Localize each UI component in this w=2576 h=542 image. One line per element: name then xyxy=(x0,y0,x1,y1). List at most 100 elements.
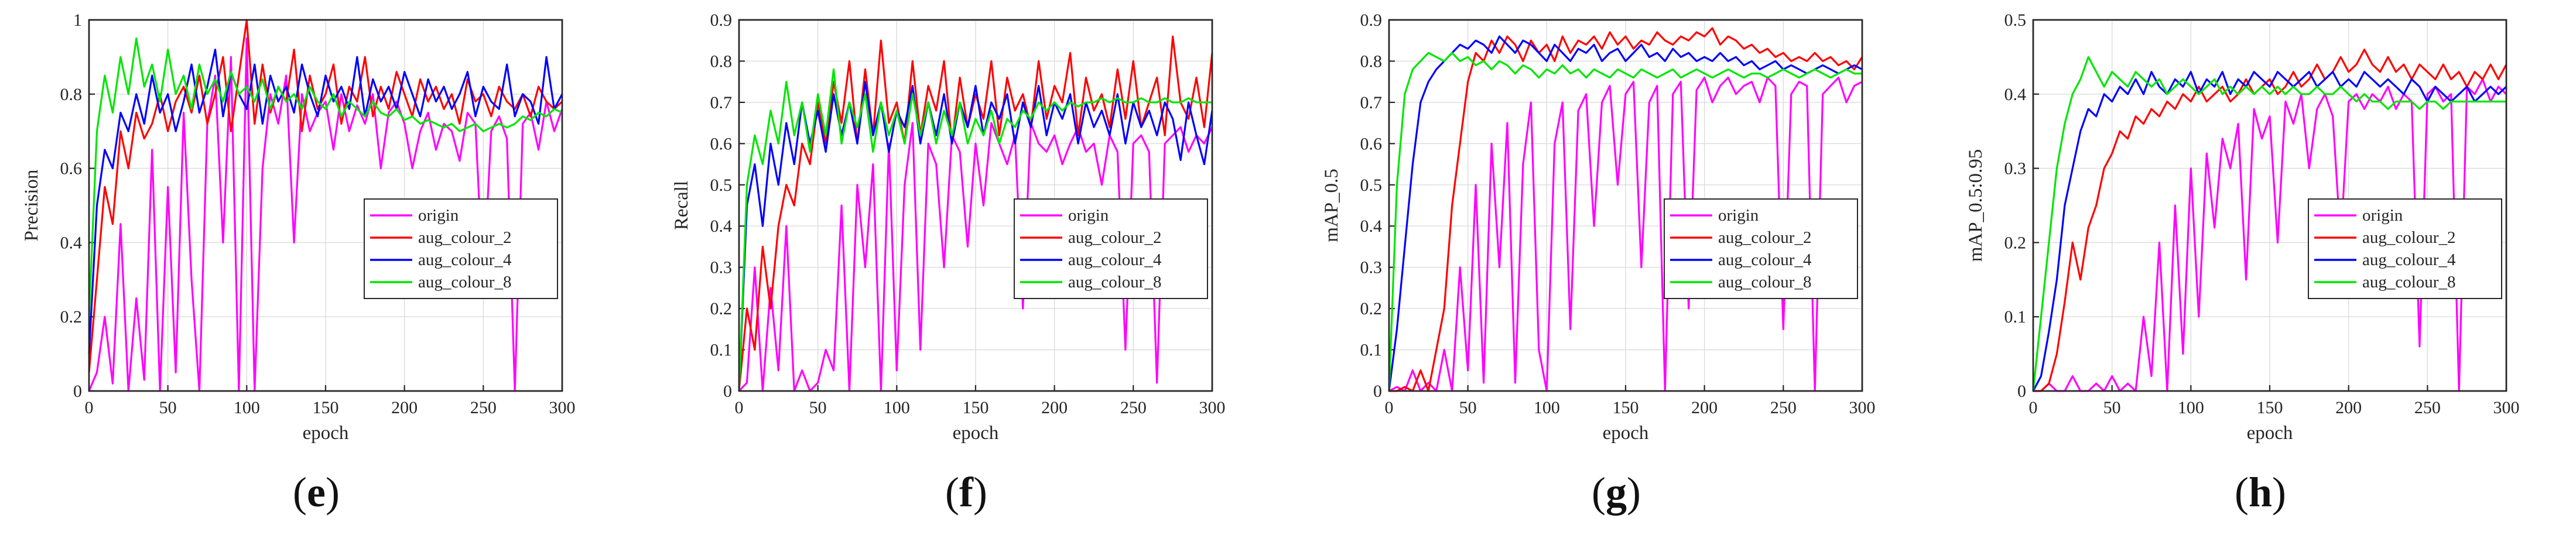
x-tick-label: 250 xyxy=(470,398,497,417)
panel-caption: (h) xyxy=(1944,468,2576,517)
legend-label-origin: origin xyxy=(1718,206,1759,225)
chart-svg-f: 0 50 100 150 200 250 300 0 0.1 0.2 0.3 0.4 0.5 0.6 0.7… xyxy=(671,11,1226,444)
y-axis-label: Recall xyxy=(671,181,692,230)
x-tick-label: 100 xyxy=(884,398,910,417)
y-axis-label: mAP_0.5:0.95 xyxy=(1965,149,1986,262)
x-tick-label: 0 xyxy=(85,398,94,417)
y-tick-label: 0.5 xyxy=(2004,11,2027,30)
x-tick-label: 250 xyxy=(1120,398,1147,417)
legend-label-aug_colour_8: aug_colour_8 xyxy=(2362,273,2455,291)
series-line-origin xyxy=(2033,78,2507,392)
chart-svg-e: 0 50 100 150 200 250 300 0 0.2 0.4 0.6 0.8 1 epoch Pre… xyxy=(21,11,576,444)
caption-letter: e xyxy=(307,469,326,516)
x-tick-label: 200 xyxy=(2335,398,2362,417)
y-tick-label: 0.1 xyxy=(2004,307,2027,327)
x-tick-label: 250 xyxy=(1770,398,1797,417)
chart-panel-f: 0 50 100 150 200 250 300 0 0.1 0.2 0.3 0.4 0.5 0.6 0.7… xyxy=(650,0,1282,542)
series-line-aug_colour_8 xyxy=(1388,52,1862,392)
caption-close-paren: ) xyxy=(325,469,340,516)
y-tick-label: 0 xyxy=(73,382,82,401)
x-tick-label: 0 xyxy=(2029,398,2038,417)
y-tick-label: 0.4 xyxy=(710,217,733,236)
caption-open-paren: ( xyxy=(2234,469,2249,516)
x-tick-label: 50 xyxy=(809,398,827,417)
y-tick-label: 0.1 xyxy=(1360,341,1383,360)
legend: origin aug_colour_2 aug_colour_4 aug_colour… xyxy=(364,198,558,299)
y-tick-label: 0.2 xyxy=(710,299,733,318)
legend-label-aug_colour_8: aug_colour_8 xyxy=(1718,273,1811,291)
y-tick-label: 0.5 xyxy=(1360,176,1383,195)
legend-label-aug_colour_4: aug_colour_4 xyxy=(1068,251,1162,269)
caption-letter: h xyxy=(2248,469,2273,516)
caption-open-paren: ( xyxy=(945,469,959,516)
y-tick-label: 0.7 xyxy=(710,93,733,112)
chart-panel-h: 0 50 100 150 200 250 300 0 0.1 0.2 0.3 0.4 0.5 epoch m… xyxy=(1944,0,2576,542)
series-line-origin xyxy=(1388,77,1863,392)
y-tick-label: 0.8 xyxy=(60,85,83,104)
legend: origin aug_colour_2 aug_colour_4 aug_colour… xyxy=(1014,198,1208,299)
series-line-aug_colour_8 xyxy=(738,68,1212,392)
plot-frame xyxy=(1388,19,1863,392)
legend: origin aug_colour_2 aug_colour_4 aug_colour… xyxy=(1664,198,1858,299)
x-tick-label: 150 xyxy=(2257,398,2283,417)
y-tick-label: 0.6 xyxy=(60,159,83,179)
chart-svg-h: 0 50 100 150 200 250 300 0 0.1 0.2 0.3 0.4 0.5 epoch m… xyxy=(1965,11,2520,444)
series-line-aug_colour_2 xyxy=(1389,27,1863,392)
caption-letter: f xyxy=(959,469,973,516)
x-tick-label: 100 xyxy=(1534,398,1560,417)
series-line-aug_colour_2 xyxy=(738,35,1213,392)
y-axis-label: mAP_0.5 xyxy=(1321,169,1342,242)
x-tick-label: 100 xyxy=(234,398,260,417)
y-tick-label: 0.4 xyxy=(2004,85,2027,104)
y-tick-label: 0.2 xyxy=(2004,233,2027,252)
series-line-aug_colour_2 xyxy=(88,19,563,373)
x-tick-label: 50 xyxy=(2103,398,2121,417)
y-tick-label: 0.9 xyxy=(710,11,733,30)
plot-frame xyxy=(738,19,1213,392)
series-line-aug_colour_8 xyxy=(2032,56,2506,392)
x-tick-label: 200 xyxy=(391,398,418,417)
series-line-aug_colour_8 xyxy=(88,37,563,317)
panel-caption: (f) xyxy=(650,468,1282,517)
legend-label-origin: origin xyxy=(1068,206,1109,225)
legend-label-origin: origin xyxy=(2362,206,2403,225)
x-tick-label: 100 xyxy=(2178,398,2204,417)
plot-frame xyxy=(2032,19,2507,392)
legend-label-aug_colour_2: aug_colour_2 xyxy=(1068,228,1161,247)
legend-label-aug_colour_4: aug_colour_4 xyxy=(2362,251,2456,269)
caption-close-paren: ) xyxy=(973,469,987,516)
legend-label-aug_colour_8: aug_colour_8 xyxy=(1068,273,1161,291)
x-tick-label: 50 xyxy=(1459,398,1477,417)
chart-panel-g: 0 50 100 150 200 250 300 0 0.1 0.2 0.3 0.4 0.5 0.6 0.7… xyxy=(1300,0,1932,542)
x-axis-label: epoch xyxy=(1603,423,1649,444)
chart-svg-g: 0 50 100 150 200 250 300 0 0.1 0.2 0.3 0.4 0.5 0.6 0.7… xyxy=(1321,11,1876,444)
x-axis-label: epoch xyxy=(953,423,999,444)
y-tick-label: 0.9 xyxy=(1360,11,1383,30)
y-tick-label: 0.3 xyxy=(2004,159,2027,179)
y-tick-label: 0.6 xyxy=(710,134,733,153)
plot-frame xyxy=(88,19,563,392)
x-tick-label: 300 xyxy=(549,398,576,417)
legend-label-aug_colour_2: aug_colour_2 xyxy=(418,228,511,247)
chart-panel-e: 0 50 100 150 200 250 300 0 0.2 0.4 0.6 0.8 1 epoch Pre… xyxy=(0,0,632,542)
caption-open-paren: ( xyxy=(1592,469,1606,516)
x-tick-label: 150 xyxy=(313,398,339,417)
x-tick-label: 300 xyxy=(2493,398,2520,417)
x-tick-label: 250 xyxy=(2414,398,2441,417)
y-tick-label: 1 xyxy=(73,11,82,30)
legend-label-aug_colour_4: aug_colour_4 xyxy=(418,251,512,269)
x-axis-label: epoch xyxy=(303,423,349,444)
legend-label-origin: origin xyxy=(418,206,459,225)
y-tick-label: 0.7 xyxy=(1360,93,1383,112)
legend: origin aug_colour_2 aug_colour_4 aug_colour… xyxy=(2308,198,2502,299)
x-tick-label: 150 xyxy=(1613,398,1639,417)
x-tick-label: 200 xyxy=(1691,398,1718,417)
x-tick-label: 50 xyxy=(159,398,177,417)
caption-close-paren: ) xyxy=(2272,469,2286,516)
x-tick-label: 0 xyxy=(735,398,744,417)
y-tick-label: 0.4 xyxy=(60,233,83,252)
y-axis-label: Precision xyxy=(21,170,42,242)
y-tick-label: 0 xyxy=(1373,382,1382,401)
x-tick-label: 0 xyxy=(1385,398,1394,417)
caption-letter: g xyxy=(1606,469,1627,516)
